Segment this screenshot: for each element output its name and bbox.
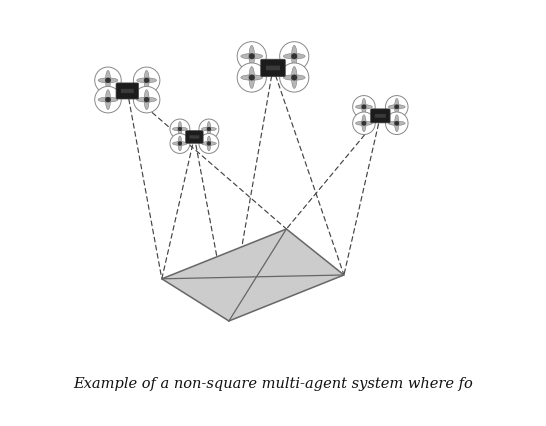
Ellipse shape: [105, 70, 110, 90]
FancyBboxPatch shape: [186, 131, 203, 143]
Ellipse shape: [362, 98, 366, 115]
Circle shape: [385, 112, 408, 135]
Text: Example of a non-square multi-agent system where fo: Example of a non-square multi-agent syst…: [73, 377, 473, 391]
Ellipse shape: [249, 66, 254, 89]
Circle shape: [105, 97, 110, 102]
Circle shape: [144, 97, 149, 102]
Circle shape: [133, 67, 160, 94]
Ellipse shape: [249, 45, 254, 67]
Circle shape: [95, 86, 121, 113]
FancyBboxPatch shape: [266, 66, 280, 70]
Ellipse shape: [388, 121, 405, 125]
Circle shape: [362, 121, 366, 125]
FancyBboxPatch shape: [121, 89, 134, 93]
Circle shape: [362, 105, 366, 109]
Circle shape: [105, 78, 110, 83]
Circle shape: [199, 119, 219, 139]
Ellipse shape: [241, 54, 263, 59]
Circle shape: [249, 54, 254, 59]
Circle shape: [353, 112, 375, 135]
Ellipse shape: [105, 90, 110, 109]
Circle shape: [144, 78, 149, 83]
Ellipse shape: [178, 121, 182, 136]
Ellipse shape: [136, 97, 157, 102]
Ellipse shape: [395, 115, 399, 132]
Circle shape: [237, 42, 266, 71]
Ellipse shape: [144, 70, 149, 90]
Ellipse shape: [283, 75, 305, 80]
Circle shape: [280, 42, 309, 71]
FancyBboxPatch shape: [375, 114, 386, 118]
Ellipse shape: [207, 136, 211, 151]
Ellipse shape: [207, 121, 211, 136]
Circle shape: [237, 63, 266, 92]
Ellipse shape: [292, 45, 297, 67]
Circle shape: [170, 119, 190, 139]
Circle shape: [178, 142, 182, 145]
Circle shape: [207, 127, 211, 131]
Circle shape: [178, 127, 182, 131]
Ellipse shape: [355, 105, 372, 109]
Circle shape: [385, 95, 408, 118]
Circle shape: [249, 75, 254, 80]
Circle shape: [199, 133, 219, 153]
Circle shape: [133, 86, 160, 113]
Ellipse shape: [395, 98, 399, 115]
Ellipse shape: [201, 141, 216, 145]
Ellipse shape: [173, 127, 187, 131]
Circle shape: [395, 121, 399, 125]
FancyBboxPatch shape: [116, 83, 139, 99]
Circle shape: [353, 95, 375, 118]
Ellipse shape: [98, 97, 118, 102]
Circle shape: [280, 63, 309, 92]
Ellipse shape: [388, 105, 405, 109]
Circle shape: [292, 75, 297, 80]
Ellipse shape: [173, 141, 187, 145]
Ellipse shape: [201, 127, 216, 131]
Ellipse shape: [144, 90, 149, 109]
Ellipse shape: [355, 121, 372, 125]
Ellipse shape: [283, 54, 305, 59]
Ellipse shape: [241, 75, 263, 80]
Circle shape: [95, 67, 121, 94]
Polygon shape: [162, 229, 344, 321]
Ellipse shape: [362, 115, 366, 132]
FancyBboxPatch shape: [189, 135, 199, 138]
Ellipse shape: [178, 136, 182, 151]
Ellipse shape: [292, 66, 297, 89]
Circle shape: [207, 142, 211, 145]
FancyBboxPatch shape: [371, 109, 390, 123]
FancyBboxPatch shape: [261, 59, 285, 77]
Circle shape: [292, 54, 297, 59]
Circle shape: [395, 105, 399, 109]
Ellipse shape: [136, 78, 157, 83]
Ellipse shape: [98, 78, 118, 83]
Circle shape: [170, 133, 190, 153]
